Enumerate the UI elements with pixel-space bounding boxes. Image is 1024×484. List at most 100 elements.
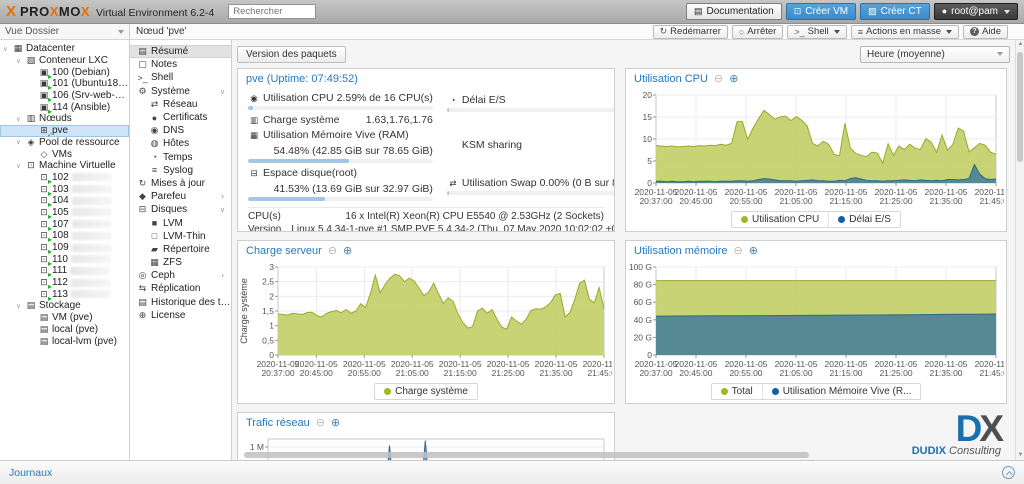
menu-item[interactable]: ◍ Hôtes [130, 137, 231, 150]
menu-item[interactable]: ● Certificats [130, 111, 231, 124]
svg-text:2,5: 2,5 [262, 277, 274, 287]
menu-item[interactable]: ■ LVM [130, 216, 231, 229]
expand-caret-icon[interactable]: ∨ [16, 162, 21, 170]
svg-text:40 G: 40 G [634, 315, 652, 325]
svg-text:2: 2 [269, 291, 274, 301]
toolbar-button[interactable]: >_ Shell [787, 24, 847, 39]
scroll-up-icon[interactable]: ▲ [1017, 41, 1024, 47]
tree-item[interactable]: ∨ ◈ Pool de ressource [0, 137, 129, 149]
collapse-chart-icon[interactable]: ⊖ [733, 244, 743, 257]
menu-item[interactable]: ▦ ZFS [130, 256, 231, 269]
search-input[interactable] [228, 4, 317, 19]
collapse-chart-icon[interactable]: ⊖ [315, 416, 326, 429]
menu-item-icon: ◎ [138, 270, 147, 281]
menu-item[interactable]: ▤ Historique des tâches [130, 296, 231, 309]
tree-item[interactable]: ∨ ▤ local-lvm (pve) [0, 335, 129, 347]
package-versions-button[interactable]: Version des paquets [237, 45, 346, 63]
tree-item[interactable]: ∨ ▤ Stockage [0, 300, 129, 312]
menu-item[interactable]: ⊟ Disques [130, 203, 231, 216]
collapse-chart-icon[interactable]: ⊖ [713, 72, 724, 85]
tree-item[interactable]: ∨ ▤ local (pve) [0, 324, 129, 336]
menu-item[interactable]: ⇄ Réseau [130, 98, 231, 111]
create-ct-button[interactable]: ▧ Créer CT [860, 3, 930, 20]
time-range-selector[interactable]: Heure (moyenne) [860, 45, 1010, 63]
tree-item[interactable]: ∨ ▣ 100 (Debian) [0, 66, 129, 81]
legend-item: Utilisation Mémoire Vive (R... [761, 384, 921, 399]
tree-item[interactable]: ∨ ⊡ 103 [0, 183, 129, 198]
expand-caret-icon[interactable]: ∨ [16, 139, 21, 147]
svg-text:2020-11-05: 2020-11-05 [391, 359, 434, 369]
menu-item[interactable]: >_ Shell [130, 71, 231, 84]
tree-item[interactable]: ∨ ⊡ 107 [0, 218, 129, 233]
tree-item[interactable]: ∨ ▣ 114 (Ansible) [0, 101, 129, 116]
toolbar-button[interactable]: ○ Arrêter [731, 24, 784, 39]
tree-item[interactable]: ∨ ⊡ 111 [0, 265, 129, 279]
expand-chart-icon[interactable]: ⊕ [748, 244, 758, 257]
view-selector[interactable]: Vue Dossier [0, 24, 130, 39]
tree-item[interactable]: ∨ ◇ VMs [0, 148, 129, 160]
menu-item[interactable]: ⊕ License [130, 309, 231, 322]
legend-item: Délai E/S [828, 212, 900, 227]
expand-caret-icon[interactable]: ∨ [16, 57, 21, 65]
create-vm-button[interactable]: ⊡ Créer VM [785, 3, 857, 20]
journaux-toggle[interactable]: Journaux [9, 466, 53, 479]
tree-item[interactable]: ∨ ⊡ Machine Virtuelle [0, 160, 129, 172]
menu-item[interactable]: ◉ DNS [130, 124, 231, 137]
menu-item[interactable]: ◔ Temps [130, 151, 231, 164]
scroll-down-icon[interactable]: ▼ [1017, 452, 1024, 458]
tree-item[interactable]: ∨ ▥ Nœuds [0, 113, 129, 125]
status-row-label: Délai E/S [461, 94, 506, 106]
legend-dot-icon [720, 388, 728, 395]
menu-item[interactable]: □ LVM-Thin [130, 230, 231, 243]
toolbar-button[interactable]: ≡ Actions en masse [850, 24, 959, 39]
tree-item[interactable]: ∨ ▧ Conteneur LXC [0, 55, 129, 67]
toolbar-button[interactable]: ? Aide [962, 24, 1008, 39]
menu-item[interactable]: ▢ Notes [130, 58, 231, 71]
expand-caret-icon[interactable]: ∨ [16, 115, 21, 123]
menu-item[interactable]: ⚙ Système [130, 85, 231, 98]
svg-text:20:37:00: 20:37:00 [639, 196, 672, 206]
tree-item[interactable]: ∨ ⊡ 112 [0, 277, 129, 291]
tree-item[interactable]: ∨ ⊡ 110 [0, 253, 129, 268]
tree-item[interactable]: ∨ ⊡ 104 [0, 195, 129, 209]
collapse-log-icon[interactable] [1002, 466, 1015, 479]
menu-item[interactable]: ◆ Parefeu [130, 190, 231, 203]
menu-item[interactable]: ↻ Mises à jour [130, 177, 231, 190]
tree-item[interactable]: ∨ ⊡ 113 [0, 288, 129, 303]
tree-item-icon: ⊡ [38, 265, 52, 279]
info-row: CPU(s) 16 x Intel(R) Xeon(R) CPU E5540 @… [248, 210, 604, 223]
expand-caret-icon[interactable]: ∨ [16, 302, 21, 310]
tree-item[interactable]: ∨ ⊞ pve [0, 124, 129, 139]
expand-chart-icon[interactable]: ⊕ [729, 72, 739, 85]
menu-item-label: Shell [151, 72, 174, 84]
tree-item[interactable]: ∨ ▤ VM (pve) [0, 312, 129, 324]
scrollbar-thumb[interactable] [1017, 52, 1023, 162]
tree-item[interactable]: ∨ ⊡ 102 [0, 171, 129, 186]
menu-item-icon: ⚙ [138, 85, 147, 96]
svg-text:2020-11-05: 2020-11-05 [775, 187, 818, 197]
status-row: ⊟ Espace disque(root) 41.53% (13.69 GiB … [248, 167, 433, 202]
tree-item[interactable]: ∨ ⊡ 105 [0, 207, 129, 221]
tree-item[interactable]: ∨ ⊡ 109 [0, 242, 129, 256]
vertical-scrollbar[interactable]: ▲ ▼ [1015, 40, 1024, 460]
menu-item[interactable]: ▤ Résumé [130, 45, 231, 59]
toolbar-button[interactable]: ↻ Redémarrer [652, 24, 728, 39]
tree-item-label: 102 [52, 171, 69, 183]
tree-item[interactable]: ∨ ▣ 106 (Srv-web-centos) [0, 90, 129, 104]
horizontal-scrollbar[interactable] [244, 452, 809, 458]
expand-caret-icon[interactable]: ∨ [3, 45, 8, 53]
documentation-button[interactable]: ▤ Documentation [685, 3, 782, 20]
tree-item[interactable]: ∨ ▦ Datacenter [0, 43, 129, 55]
expand-chart-icon[interactable]: ⊕ [331, 416, 341, 429]
menu-item[interactable]: ◎ Ceph [130, 269, 231, 282]
menu-item[interactable]: ≡ Syslog [130, 164, 231, 177]
collapse-chart-icon[interactable]: ⊖ [327, 244, 338, 257]
tree-item[interactable]: ∨ ▣ 101 (Ubuntu18LTS) [0, 78, 129, 92]
menu-item[interactable]: ⇆ Réplication [130, 282, 231, 295]
user-menu-button[interactable]: ● root@pam [933, 3, 1018, 20]
status-row-label: KSM sharing [461, 139, 523, 151]
menu-item-label: License [151, 309, 186, 321]
tree-item[interactable]: ∨ ⊡ 108 [0, 230, 129, 244]
expand-chart-icon[interactable]: ⊕ [343, 244, 353, 257]
menu-item[interactable]: ▰ Répertoire [130, 243, 231, 256]
